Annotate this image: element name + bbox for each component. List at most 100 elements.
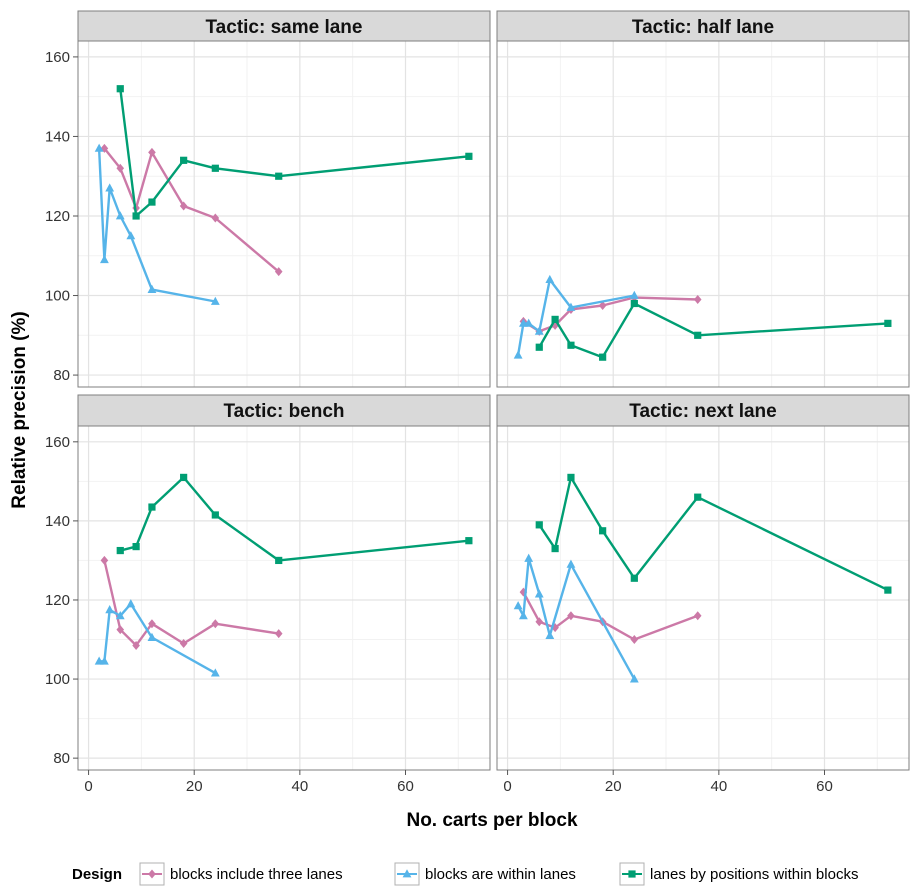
data-point bbox=[211, 213, 220, 223]
panel-border bbox=[77, 40, 491, 388]
data-point bbox=[567, 611, 575, 621]
x-tick-label: 60 bbox=[397, 778, 414, 795]
series-2 bbox=[513, 274, 639, 359]
data-point bbox=[551, 544, 559, 553]
legend-entry-1: blocks include three lanes bbox=[139, 862, 343, 886]
y-tick-label: 160 bbox=[45, 49, 70, 66]
data-point bbox=[275, 172, 283, 180]
y-tick-label: 100 bbox=[45, 288, 70, 305]
series-2 bbox=[513, 553, 639, 683]
data-point bbox=[94, 143, 104, 152]
panel-border bbox=[496, 40, 910, 388]
data-point bbox=[465, 537, 473, 545]
data-point bbox=[179, 201, 188, 211]
data-point bbox=[100, 656, 109, 665]
data-point bbox=[132, 542, 140, 551]
data-point bbox=[126, 599, 136, 608]
y-tick-label: 160 bbox=[45, 434, 70, 451]
data-point bbox=[132, 640, 140, 650]
data-point bbox=[535, 521, 543, 529]
y-tick-label: 80 bbox=[53, 750, 70, 767]
data-point bbox=[551, 315, 559, 323]
data-point bbox=[629, 674, 639, 683]
series-2 bbox=[94, 143, 220, 305]
data-point bbox=[275, 556, 283, 565]
data-point bbox=[534, 326, 544, 335]
data-point bbox=[534, 589, 544, 598]
data-point bbox=[693, 611, 702, 621]
data-point bbox=[524, 318, 534, 327]
data-point bbox=[524, 553, 534, 562]
panel-border bbox=[77, 425, 491, 771]
data-point bbox=[116, 546, 124, 555]
data-point bbox=[545, 630, 555, 639]
x-axis-title: No. carts per block bbox=[406, 810, 577, 831]
x-tick-label: 20 bbox=[605, 778, 622, 795]
y-tick-label: 140 bbox=[45, 513, 70, 530]
data-point bbox=[630, 574, 638, 582]
legend-key-marker bbox=[628, 870, 636, 878]
data-point bbox=[513, 350, 523, 359]
data-point bbox=[211, 164, 219, 172]
legend-title: Design bbox=[72, 866, 122, 883]
panel-title: Tactic: bench bbox=[223, 401, 344, 422]
data-point bbox=[148, 619, 156, 629]
panel-1: Tactic: same lane bbox=[77, 10, 491, 388]
y-tick-label: 120 bbox=[45, 208, 70, 225]
panel-4: Tactic: next lane bbox=[496, 394, 910, 771]
data-point bbox=[535, 617, 544, 627]
gridlines bbox=[497, 426, 909, 770]
data-point bbox=[211, 619, 220, 629]
data-point bbox=[884, 586, 892, 594]
plot-background bbox=[78, 426, 490, 770]
data-point bbox=[566, 302, 576, 311]
data-point bbox=[599, 353, 607, 361]
series-3 bbox=[535, 473, 892, 594]
data-point bbox=[210, 296, 220, 305]
series-3 bbox=[116, 85, 473, 220]
x-tick-label: 0 bbox=[84, 778, 92, 795]
series-3 bbox=[116, 473, 473, 565]
data-point bbox=[211, 511, 219, 519]
data-point bbox=[630, 299, 638, 308]
y-tick-label: 120 bbox=[45, 592, 70, 609]
data-point bbox=[148, 147, 156, 157]
plot-background bbox=[497, 41, 909, 387]
panel-strip bbox=[77, 10, 491, 42]
panel-3: Tactic: bench bbox=[77, 394, 491, 771]
axes: 80 100 120 140 160 80 100 120 140 160 0 20 40 60 0 20 40… bbox=[45, 49, 833, 795]
data-point bbox=[630, 635, 639, 645]
x-tick-label: 20 bbox=[186, 778, 203, 795]
data-point bbox=[884, 319, 892, 327]
y-tick-label: 140 bbox=[45, 128, 70, 145]
data-point bbox=[567, 473, 575, 482]
data-point bbox=[274, 267, 283, 277]
panel-title: Tactic: half lane bbox=[632, 17, 774, 38]
data-point bbox=[566, 559, 576, 568]
data-point bbox=[105, 605, 115, 614]
data-point bbox=[116, 625, 125, 635]
data-point bbox=[465, 152, 473, 160]
legend-entry-2: blocks are within lanes bbox=[394, 862, 576, 886]
data-point bbox=[132, 212, 140, 220]
data-point bbox=[598, 300, 607, 310]
panel-strip bbox=[77, 394, 491, 427]
data-point bbox=[210, 668, 220, 677]
plot-background bbox=[497, 426, 909, 770]
series-1 bbox=[100, 555, 283, 650]
data-point bbox=[599, 527, 607, 535]
data-point bbox=[116, 163, 125, 173]
data-point bbox=[116, 85, 124, 93]
data-point bbox=[693, 295, 702, 305]
panel-border bbox=[496, 425, 910, 771]
legend-label: blocks are within lanes bbox=[425, 866, 576, 883]
series-2 bbox=[94, 599, 220, 677]
data-point bbox=[519, 610, 528, 620]
y-tick-label: 80 bbox=[53, 367, 70, 384]
legend-key-marker bbox=[148, 869, 156, 879]
data-point bbox=[545, 274, 555, 284]
data-point bbox=[180, 473, 188, 482]
y-axis-title: Relative precision (%) bbox=[9, 311, 30, 508]
data-point bbox=[148, 198, 156, 206]
